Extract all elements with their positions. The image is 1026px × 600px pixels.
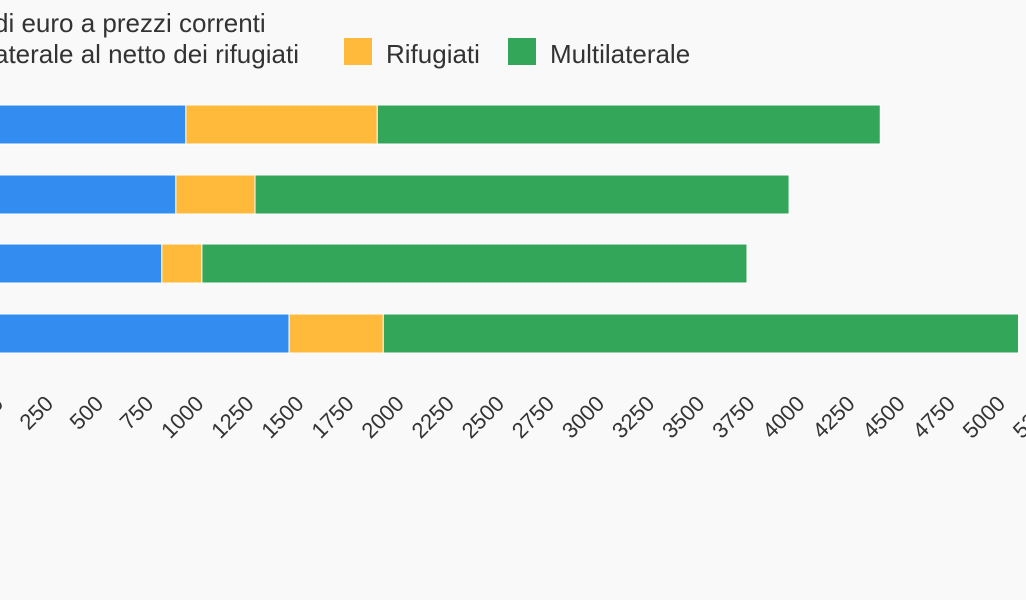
- x-tick-label: 1500: [256, 391, 308, 443]
- x-tick-label: 3750: [707, 391, 759, 443]
- x-tick-label: 1750: [306, 391, 358, 443]
- bar-row2-series2: [175, 174, 256, 215]
- chart-subtitle: di euro a prezzi correnti: [0, 8, 266, 38]
- x-tick-label: 4000: [757, 391, 809, 443]
- legend: aterale al netto dei rifugiati Rifugiati M…: [0, 38, 690, 69]
- x-axis-ticks: 0 250 500 750100012501500175020002250250027…: [0, 391, 1026, 443]
- bar-row4-series1: [0, 313, 290, 354]
- x-tick-label: 1000: [156, 391, 208, 443]
- x-tick-label: 2500: [457, 391, 509, 443]
- x-tick-label: 500: [65, 391, 109, 435]
- x-tick-label: 4750: [908, 391, 960, 443]
- x-tick-label: 5250: [1008, 391, 1026, 443]
- x-tick-label: 1250: [206, 391, 258, 443]
- x-tick-label: 750: [115, 391, 159, 435]
- bar-row3-series1: [0, 243, 163, 284]
- legend-label-2: Multilaterale: [550, 39, 690, 69]
- bars: [0, 104, 1020, 354]
- x-tick-label: 2750: [507, 391, 559, 443]
- x-tick-label: 3250: [607, 391, 659, 443]
- x-tick-label: 3000: [557, 391, 609, 443]
- bar-row3-series3: [201, 243, 748, 284]
- x-tick-label: 3500: [657, 391, 709, 443]
- legend-swatch-1: [344, 38, 372, 65]
- bar-row1-series1: [0, 104, 187, 145]
- x-tick-label: 5000: [958, 391, 1010, 443]
- x-tick-label: 250: [14, 391, 58, 435]
- bar-row1-series3: [376, 104, 881, 145]
- legend-label-0: aterale al netto dei rifugiati: [0, 39, 299, 69]
- bar-row3-series2: [161, 243, 203, 284]
- x-tick-label: 2000: [357, 391, 409, 443]
- bar-row4-series2: [288, 313, 384, 354]
- legend-label-1: Rifugiati: [386, 39, 480, 69]
- bar-row4-series3: [382, 313, 1020, 354]
- x-tick-label: 2250: [407, 391, 459, 443]
- bar-row2-series3: [254, 174, 790, 215]
- x-tick-label: 4250: [807, 391, 859, 443]
- bar-row1-series2: [185, 104, 378, 145]
- bar-row2-series1: [0, 174, 177, 215]
- x-tick-label: 4500: [858, 391, 910, 443]
- x-tick-label: 0: [0, 391, 8, 417]
- legend-swatch-2: [508, 38, 536, 65]
